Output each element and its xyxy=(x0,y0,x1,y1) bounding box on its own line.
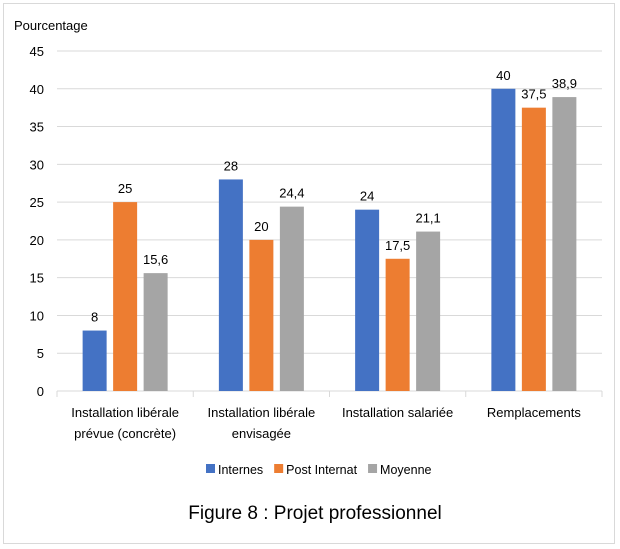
y-tick-label: 35 xyxy=(30,120,44,135)
y-tick-label: 10 xyxy=(30,308,44,323)
category-label: Installation salariée xyxy=(342,405,453,420)
figure-caption: Figure 8 : Projet professionnel xyxy=(188,503,441,524)
legend-swatch xyxy=(206,464,215,473)
bar-internes xyxy=(491,88,516,392)
y-tick-label: 25 xyxy=(30,195,44,210)
y-tick-label: 20 xyxy=(30,233,44,248)
data-label: 21,1 xyxy=(415,211,440,226)
data-label: 37,5 xyxy=(521,87,546,102)
category-label: Remplacements xyxy=(487,405,581,420)
bar-post-internat xyxy=(521,107,546,392)
data-label: 20 xyxy=(254,219,268,234)
y-tick-label: 45 xyxy=(30,44,44,59)
category-label: Installation libérale xyxy=(71,405,179,420)
bar-internes xyxy=(218,179,243,391)
bar-moyenne xyxy=(552,97,577,391)
y-tick-label: 15 xyxy=(30,271,44,286)
data-label: 28 xyxy=(224,158,238,173)
data-label: 8 xyxy=(91,310,98,325)
data-label: 15,6 xyxy=(143,252,168,267)
legend-swatch xyxy=(274,464,284,473)
y-tick-label: 0 xyxy=(37,384,44,399)
legend-label: Internes xyxy=(218,463,263,477)
legend-swatch xyxy=(368,464,378,473)
data-label: 25 xyxy=(118,181,132,196)
bar-moyenne xyxy=(416,231,441,391)
bar-post-internat xyxy=(249,239,274,391)
category-label: Installation libérale xyxy=(208,405,316,420)
data-label: 24,4 xyxy=(279,186,304,201)
category-label: prévue (concrète) xyxy=(74,426,176,441)
data-label: 38,9 xyxy=(552,76,577,91)
data-label: 24 xyxy=(360,189,374,204)
bar-internes xyxy=(355,209,380,391)
bar-moyenne xyxy=(279,206,304,391)
bar-moyenne xyxy=(143,273,168,391)
category-label: envisagée xyxy=(232,426,291,441)
y-axis-label: Pourcentage xyxy=(14,18,88,33)
data-label: 40 xyxy=(496,68,510,83)
y-tick-label: 40 xyxy=(30,82,44,97)
bar-internes xyxy=(82,330,107,391)
y-tick-label: 5 xyxy=(37,346,44,361)
bar-post-internat xyxy=(385,258,410,391)
data-label: 17,5 xyxy=(385,238,410,253)
y-tick-label: 30 xyxy=(30,157,44,172)
legend-label: Post Internat xyxy=(286,463,357,477)
bar-post-internat xyxy=(113,202,138,391)
legend-label: Moyenne xyxy=(380,463,431,477)
